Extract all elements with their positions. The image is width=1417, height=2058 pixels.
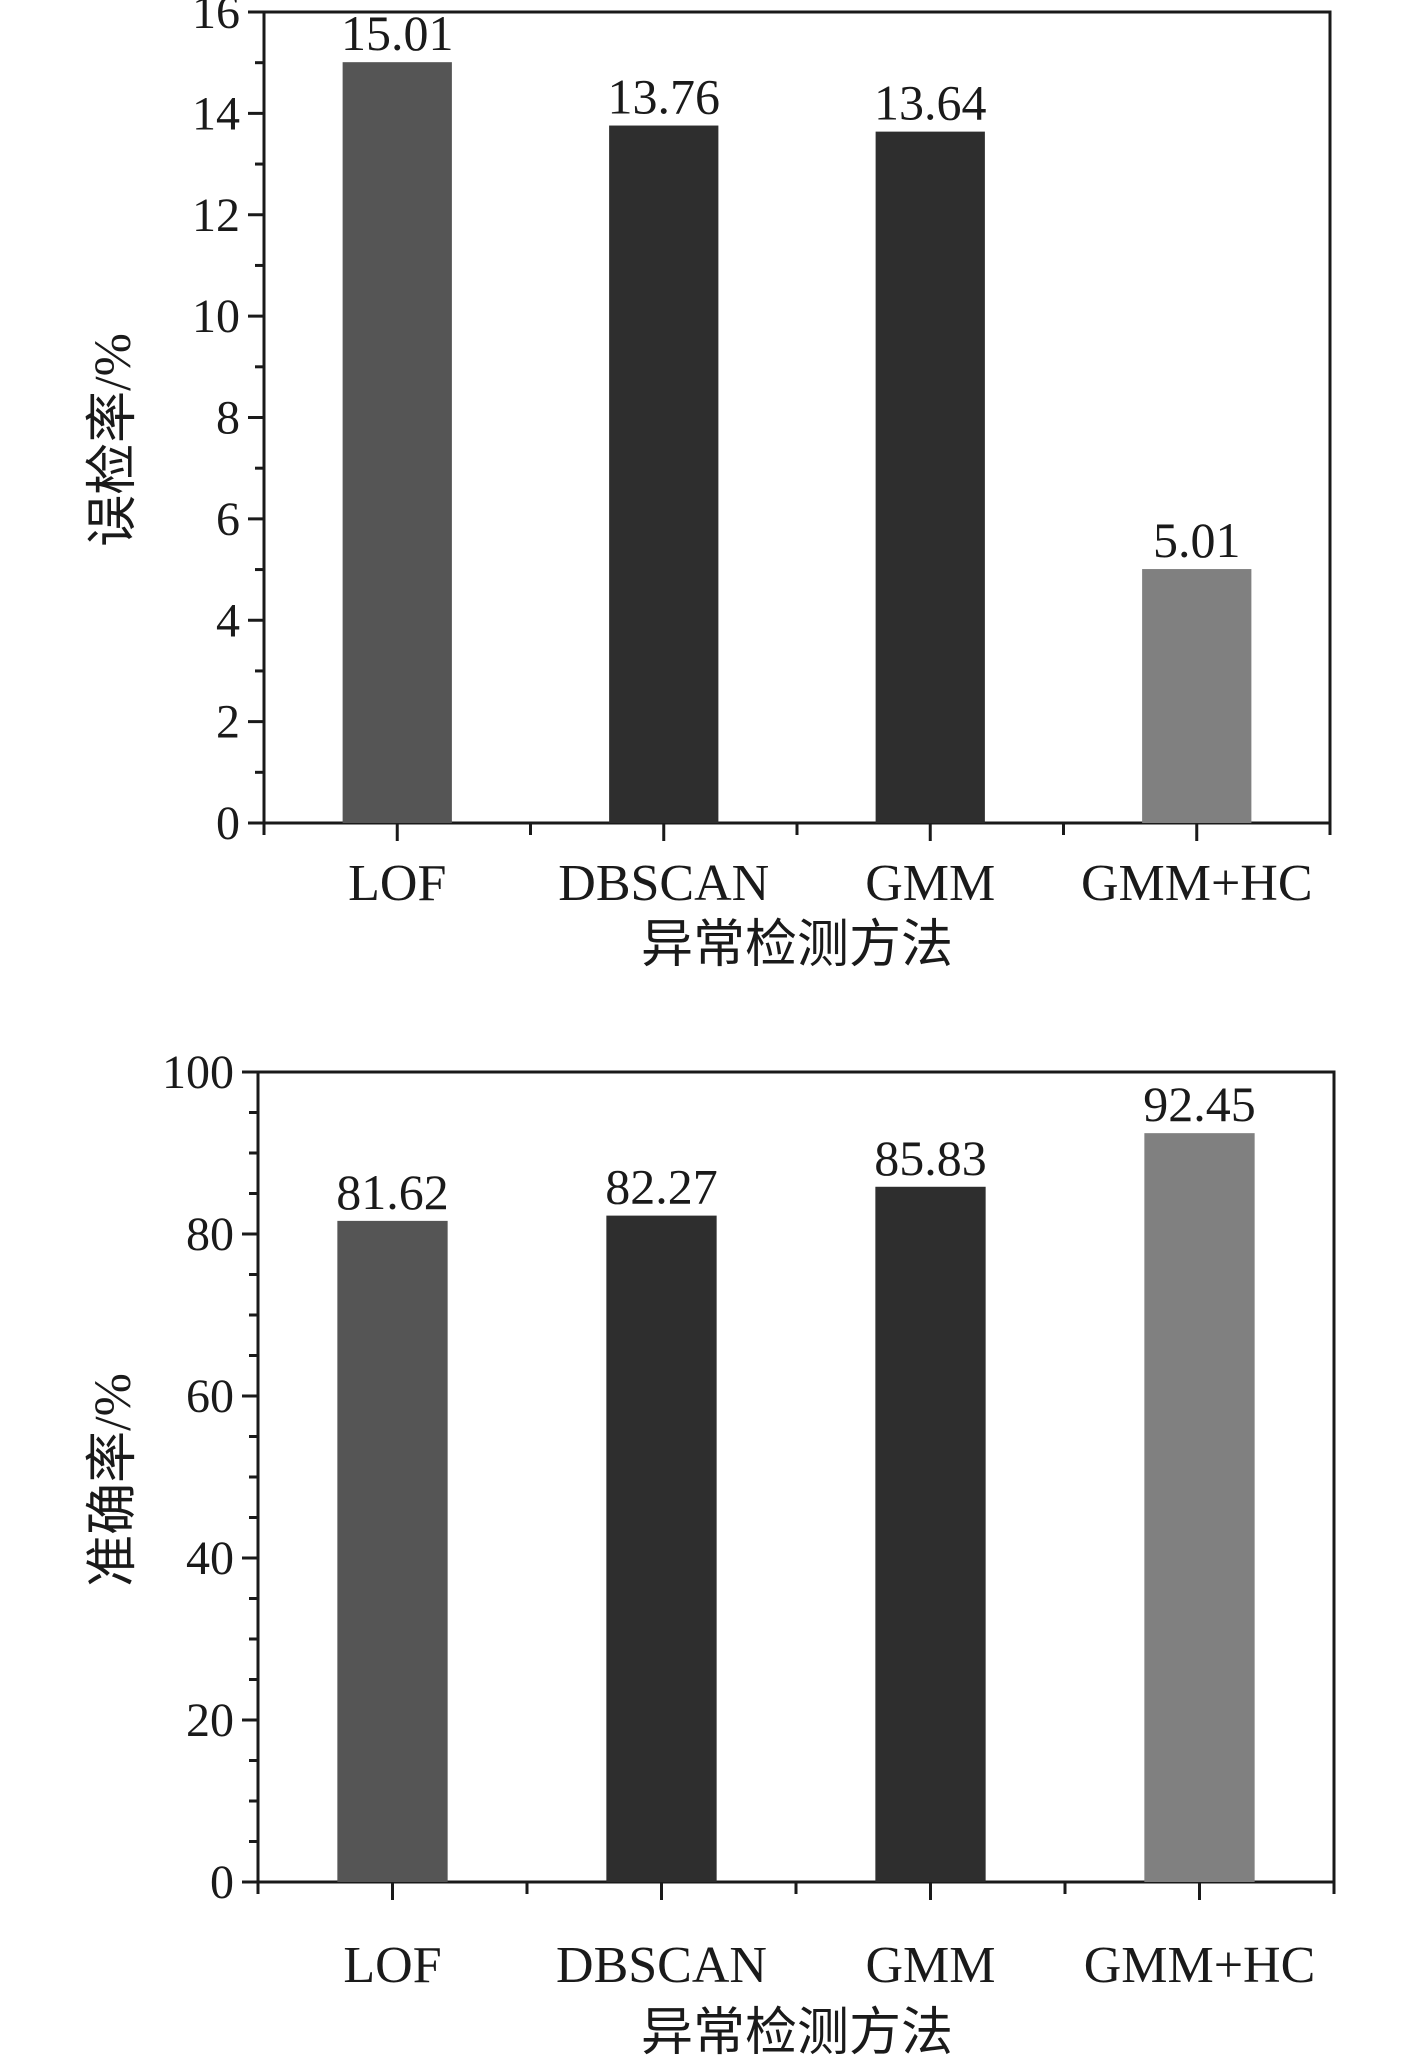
y-tick-label: 20 [186, 1694, 234, 1747]
y-tick-label: 12 [192, 189, 240, 242]
x-category-label: GMM [865, 855, 995, 912]
bar-gmm-hc [1142, 569, 1252, 823]
chart-false-detection-rate: 15.01 13.76 13.64 5.01 0 2 4 6 8 10 12 14 16 LOF DBS… [85, 0, 1332, 974]
y-tick-label: 8 [216, 392, 240, 445]
bar-value-label: 82.27 [605, 1159, 718, 1215]
x-ticks-group: LOF DBSCAN GMM GMM+HC [256, 1882, 1336, 1994]
bar-lof [342, 62, 452, 824]
bars-group [337, 1133, 1255, 1882]
y-tick-label: 60 [186, 1370, 234, 1423]
y-tick-label: 14 [192, 87, 240, 140]
x-ticks-group: LOF DBSCAN GMM GMM+HC [262, 823, 1332, 912]
bar-gmm-hc [1144, 1133, 1255, 1882]
bar-gmm [875, 131, 985, 823]
chart-accuracy-rate: 81.62 82.27 85.83 92.45 0 20 40 60 80 100 LOF DBS… [85, 1046, 1336, 2058]
y-tick-label: 4 [216, 594, 240, 647]
x-axis-title: 异常检测方法 [641, 2005, 953, 2058]
value-labels-group: 81.62 82.27 85.83 92.45 [336, 1076, 1256, 1220]
bar-value-label: 81.62 [336, 1164, 449, 1220]
y-ticks-group: 0 20 40 60 80 100 [162, 1046, 258, 1909]
bars-group [342, 62, 1252, 824]
x-category-label: DBSCAN [558, 855, 769, 912]
y-tick-label: 6 [216, 493, 240, 546]
y-ticks-group: 0 2 4 6 8 10 12 14 16 [192, 0, 264, 850]
y-tick-label: 0 [210, 1856, 234, 1909]
x-category-label: GMM+HC [1081, 855, 1313, 912]
x-axis-title: 异常检测方法 [641, 917, 953, 974]
bar-value-label: 15.01 [341, 5, 454, 61]
bar-value-label: 92.45 [1143, 1076, 1256, 1132]
y-tick-label: 0 [216, 797, 240, 850]
y-axis-title: 准确率/% [85, 1373, 142, 1587]
x-category-label: GMM [865, 1937, 995, 1994]
bar-value-label: 13.76 [608, 69, 721, 125]
x-category-label: DBSCAN [556, 1937, 767, 1994]
bar-value-label: 85.83 [874, 1130, 987, 1186]
bar-value-label: 5.01 [1153, 512, 1241, 568]
y-axis-title: 误检率/% [85, 333, 142, 547]
y-tick-label: 16 [192, 0, 240, 39]
bar-gmm [875, 1186, 986, 1882]
x-category-label: LOF [343, 1937, 441, 1994]
y-tick-label: 2 [216, 696, 240, 749]
value-labels-group: 15.01 13.76 13.64 5.01 [341, 5, 1241, 568]
y-tick-label: 100 [162, 1046, 234, 1099]
bar-dbscan [609, 125, 719, 824]
bar-lof [337, 1220, 448, 1882]
x-category-label: LOF [348, 855, 446, 912]
y-tick-label: 80 [186, 1208, 234, 1261]
y-tick-label: 40 [186, 1532, 234, 1585]
y-tick-label: 10 [192, 290, 240, 343]
x-category-label: GMM+HC [1084, 1937, 1316, 1994]
bar-dbscan [606, 1215, 717, 1882]
bar-value-label: 13.64 [874, 75, 987, 131]
